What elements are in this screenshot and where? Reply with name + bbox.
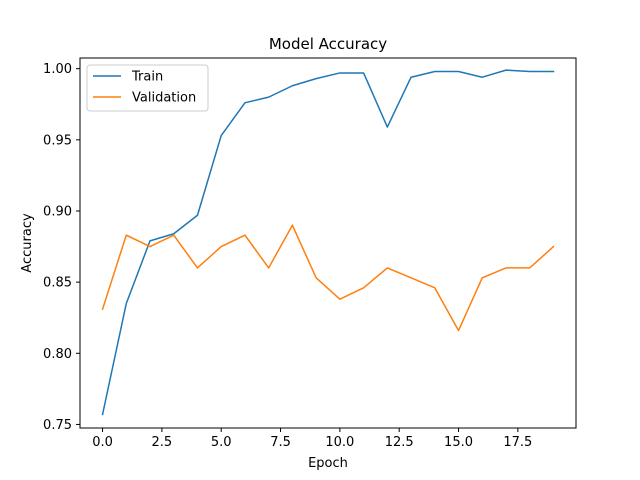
x-tick-label: 12.5 [385, 435, 414, 450]
y-tick-label: 1.00 [43, 62, 72, 77]
legend-label-train: Train [131, 70, 163, 85]
x-axis-label: Epoch [308, 456, 348, 471]
series-line-train [101, 69, 555, 416]
series-layer [101, 69, 555, 416]
x-tick-label: 2.5 [152, 435, 173, 450]
x-tick-label: 17.5 [503, 435, 532, 450]
y-tick-label: 0.95 [43, 133, 72, 148]
x-tick-label: 10.0 [325, 435, 354, 450]
y-tick-label: 0.75 [43, 418, 72, 433]
plot-frame [79, 57, 577, 429]
y-tick-label: 0.80 [43, 347, 72, 362]
series-line-validation [101, 224, 555, 332]
x-axis-ticks: 0.0 2.5 5.0 7.5 10.0 12.5 15.0 17.5 [92, 428, 532, 450]
chart-title: Model Accuracy [269, 35, 387, 53]
legend: Train Validation [86, 64, 209, 112]
y-axis-ticks: 0.75 0.80 0.85 0.90 0.95 1.00 [43, 62, 80, 433]
x-tick-label: 0.0 [92, 435, 113, 450]
y-tick-label: 0.85 [43, 276, 72, 291]
x-tick-label: 7.5 [270, 435, 291, 450]
legend-label-validation: Validation [132, 91, 196, 106]
x-tick-label: 5.0 [211, 435, 232, 450]
x-tick-label: 15.0 [444, 435, 473, 450]
y-tick-label: 0.90 [43, 204, 72, 219]
y-axis-label: Accuracy [20, 213, 35, 273]
